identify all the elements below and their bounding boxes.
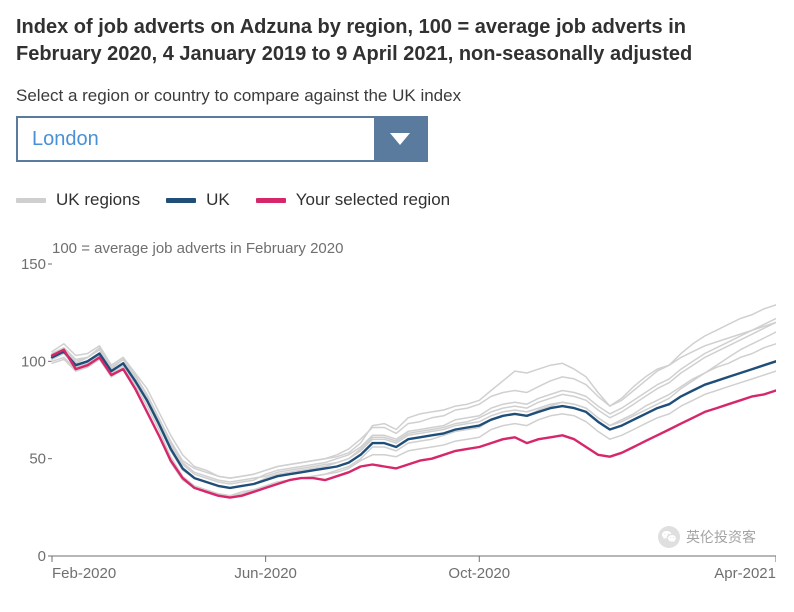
svg-text:0: 0 xyxy=(38,548,46,565)
legend-label: UK regions xyxy=(56,190,140,210)
legend-swatch xyxy=(256,198,286,203)
svg-text:Feb-2020: Feb-2020 xyxy=(52,565,116,582)
legend: UK regions UK Your selected region xyxy=(16,190,778,210)
legend-label: UK xyxy=(206,190,230,210)
legend-swatch xyxy=(166,198,196,203)
svg-text:Jun-2020: Jun-2020 xyxy=(234,565,297,582)
chevron-down-icon xyxy=(374,118,426,160)
svg-text:150: 150 xyxy=(21,256,46,273)
svg-text:50: 50 xyxy=(29,451,46,468)
region-select[interactable]: London xyxy=(16,116,428,162)
legend-item-uk: UK xyxy=(166,190,230,210)
line-chart: 0 50 100 150 Feb-2020 Jun-2020 Oct-2020 Apr-202… xyxy=(16,240,776,586)
svg-text:Apr-2021: Apr-2021 xyxy=(714,565,776,582)
chart-title: Index of job adverts on Adzuna by region… xyxy=(16,14,716,68)
legend-item-regions: UK regions xyxy=(16,190,140,210)
select-prompt: Select a region or country to compare ag… xyxy=(16,86,778,106)
legend-item-selected: Your selected region xyxy=(256,190,450,210)
region-select-value: London xyxy=(18,118,374,160)
legend-swatch xyxy=(16,198,46,203)
svg-text:Oct-2020: Oct-2020 xyxy=(448,565,510,582)
svg-text:100: 100 xyxy=(21,353,46,370)
legend-label: Your selected region xyxy=(296,190,450,210)
